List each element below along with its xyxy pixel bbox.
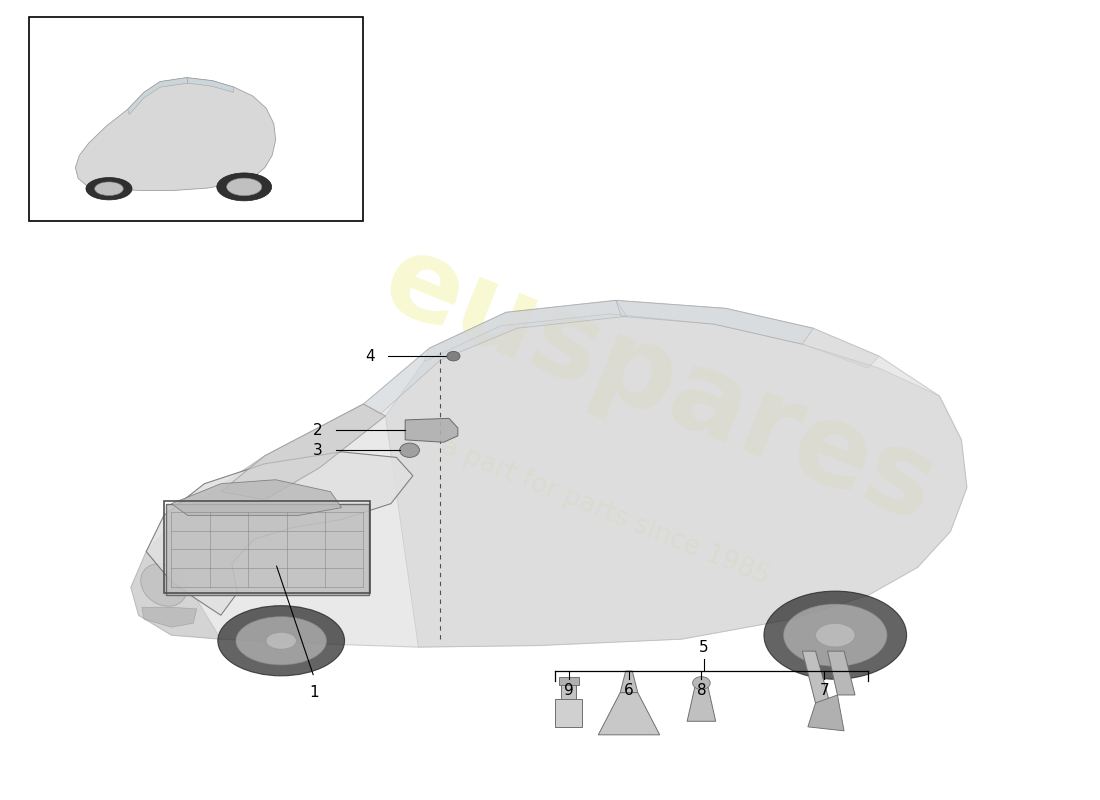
Ellipse shape xyxy=(218,606,344,676)
Text: 7: 7 xyxy=(820,683,829,698)
Ellipse shape xyxy=(217,173,272,201)
Text: a part for parts since 1985: a part for parts since 1985 xyxy=(437,434,773,590)
Ellipse shape xyxy=(141,564,187,606)
Bar xyxy=(559,678,579,686)
Polygon shape xyxy=(128,78,188,114)
Polygon shape xyxy=(76,78,276,190)
Bar xyxy=(29,18,363,221)
Polygon shape xyxy=(616,300,813,344)
Circle shape xyxy=(447,351,460,361)
Ellipse shape xyxy=(86,178,132,200)
Ellipse shape xyxy=(764,591,906,679)
Text: 8: 8 xyxy=(696,683,706,698)
Bar xyxy=(561,685,576,699)
Polygon shape xyxy=(424,300,879,368)
Polygon shape xyxy=(688,687,716,722)
Polygon shape xyxy=(385,314,967,647)
Ellipse shape xyxy=(266,633,296,649)
Polygon shape xyxy=(131,551,221,639)
Polygon shape xyxy=(142,607,197,627)
Polygon shape xyxy=(146,452,412,615)
Circle shape xyxy=(399,443,419,458)
Ellipse shape xyxy=(783,604,887,666)
Text: 9: 9 xyxy=(564,683,573,698)
Ellipse shape xyxy=(816,623,855,647)
Polygon shape xyxy=(187,78,234,92)
Polygon shape xyxy=(827,651,855,695)
Bar xyxy=(556,699,582,727)
Text: 4: 4 xyxy=(365,349,374,364)
Ellipse shape xyxy=(235,617,327,665)
Bar xyxy=(166,504,368,595)
Polygon shape xyxy=(131,300,967,647)
Polygon shape xyxy=(807,695,844,731)
Text: 5: 5 xyxy=(698,640,708,655)
Polygon shape xyxy=(146,404,385,582)
Text: 3: 3 xyxy=(314,442,323,458)
Ellipse shape xyxy=(227,178,262,196)
Bar xyxy=(164,502,370,593)
Polygon shape xyxy=(363,300,627,414)
Polygon shape xyxy=(620,671,638,693)
Polygon shape xyxy=(405,418,458,442)
Text: 2: 2 xyxy=(314,422,323,438)
Polygon shape xyxy=(802,651,829,703)
Circle shape xyxy=(693,677,711,690)
Text: 1: 1 xyxy=(309,686,319,701)
Polygon shape xyxy=(598,693,660,735)
Polygon shape xyxy=(221,404,385,500)
Ellipse shape xyxy=(95,182,123,195)
Text: euspares: euspares xyxy=(367,223,953,546)
Text: 6: 6 xyxy=(624,683,634,698)
Polygon shape xyxy=(172,480,341,515)
